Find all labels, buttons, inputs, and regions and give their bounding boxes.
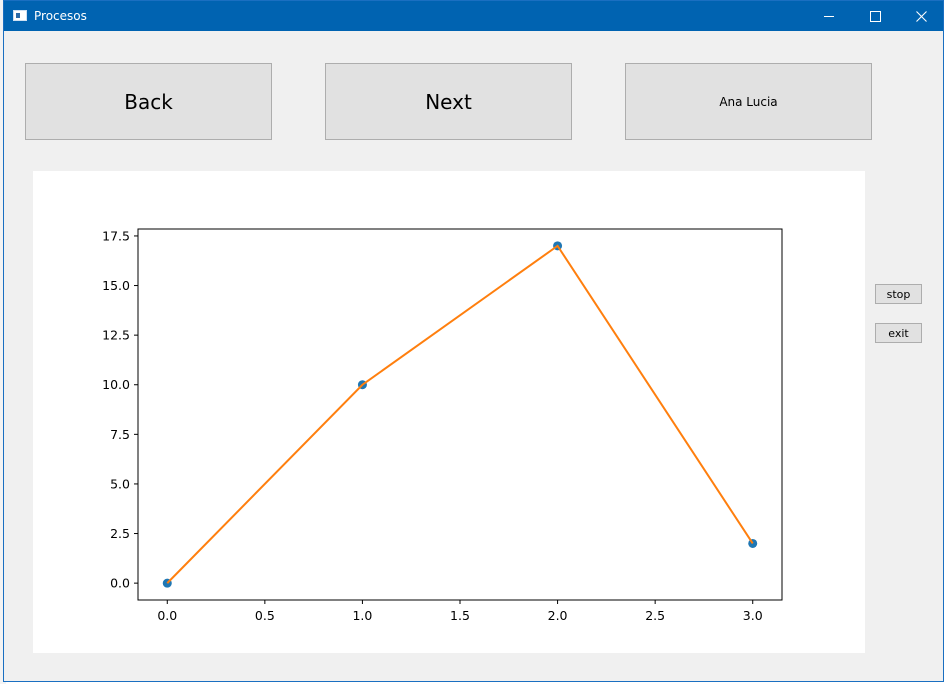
app-icon: [13, 10, 27, 21]
close-button[interactable]: [898, 1, 944, 31]
app-window: Procesos Back Next Ana Lucia stop exit 0…: [3, 0, 944, 682]
back-button[interactable]: Back: [25, 63, 272, 140]
series-line: [166, 244, 754, 584]
x-tick-label: 0.0: [157, 608, 177, 623]
y-tick-label: 15.0: [102, 278, 130, 293]
maximize-button[interactable]: [852, 1, 898, 31]
x-tick-label: 1.0: [352, 608, 372, 623]
maximize-icon: [869, 10, 881, 22]
minimize-button[interactable]: [806, 1, 852, 31]
exit-button[interactable]: exit: [875, 323, 922, 343]
x-tick-label: 3.0: [743, 608, 763, 623]
y-tick-label: 12.5: [102, 328, 130, 343]
plot-axes-frame: [137, 228, 783, 601]
window-title: Procesos: [34, 9, 87, 23]
x-tick-label: 0.5: [255, 608, 275, 623]
x-tick-label: 2.5: [645, 608, 665, 623]
x-tick-label: 2.0: [548, 608, 568, 623]
next-button[interactable]: Next: [325, 63, 572, 140]
y-tick-label: 0.0: [110, 576, 130, 591]
y-tick-label: 10.0: [102, 377, 130, 392]
title-bar[interactable]: Procesos: [4, 1, 943, 31]
y-tick-label: 2.5: [110, 526, 130, 541]
close-icon: [915, 10, 927, 22]
minimize-icon: [824, 15, 834, 17]
plot-canvas: 0.0 0.5 1.0 1.5 2.0 2.5 3.0 0.0 2.5 5.0 7.5 10.0 12.…: [33, 171, 865, 653]
y-tick-label: 17.5: [102, 228, 130, 243]
line-chart: 0.0 0.5 1.0 1.5 2.0 2.5 3.0 0.0 2.5 5.0 7.5 10.0 12.…: [102, 228, 783, 623]
x-tick-label: 1.5: [450, 608, 470, 623]
y-tick-label: 7.5: [110, 427, 130, 442]
stop-button[interactable]: stop: [875, 284, 922, 304]
y-tick-label: 5.0: [110, 476, 130, 491]
user-name-button[interactable]: Ana Lucia: [625, 63, 872, 140]
